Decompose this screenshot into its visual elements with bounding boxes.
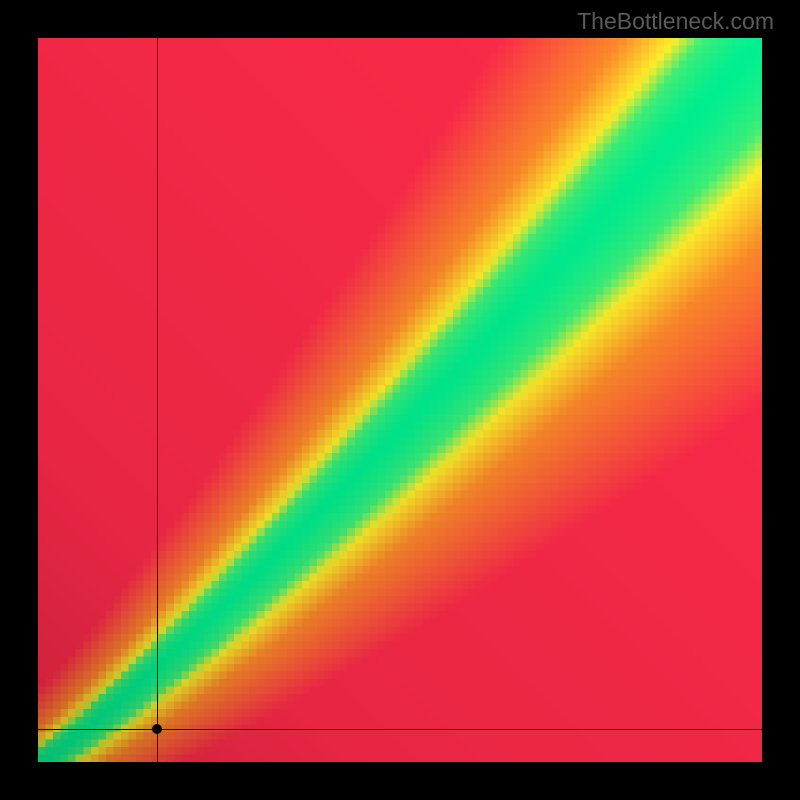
heatmap-plot xyxy=(38,38,762,762)
crosshair-vertical xyxy=(157,38,158,762)
watermark-text: TheBottleneck.com xyxy=(577,8,774,35)
crosshair-horizontal xyxy=(38,729,762,730)
heatmap-canvas xyxy=(38,38,762,762)
